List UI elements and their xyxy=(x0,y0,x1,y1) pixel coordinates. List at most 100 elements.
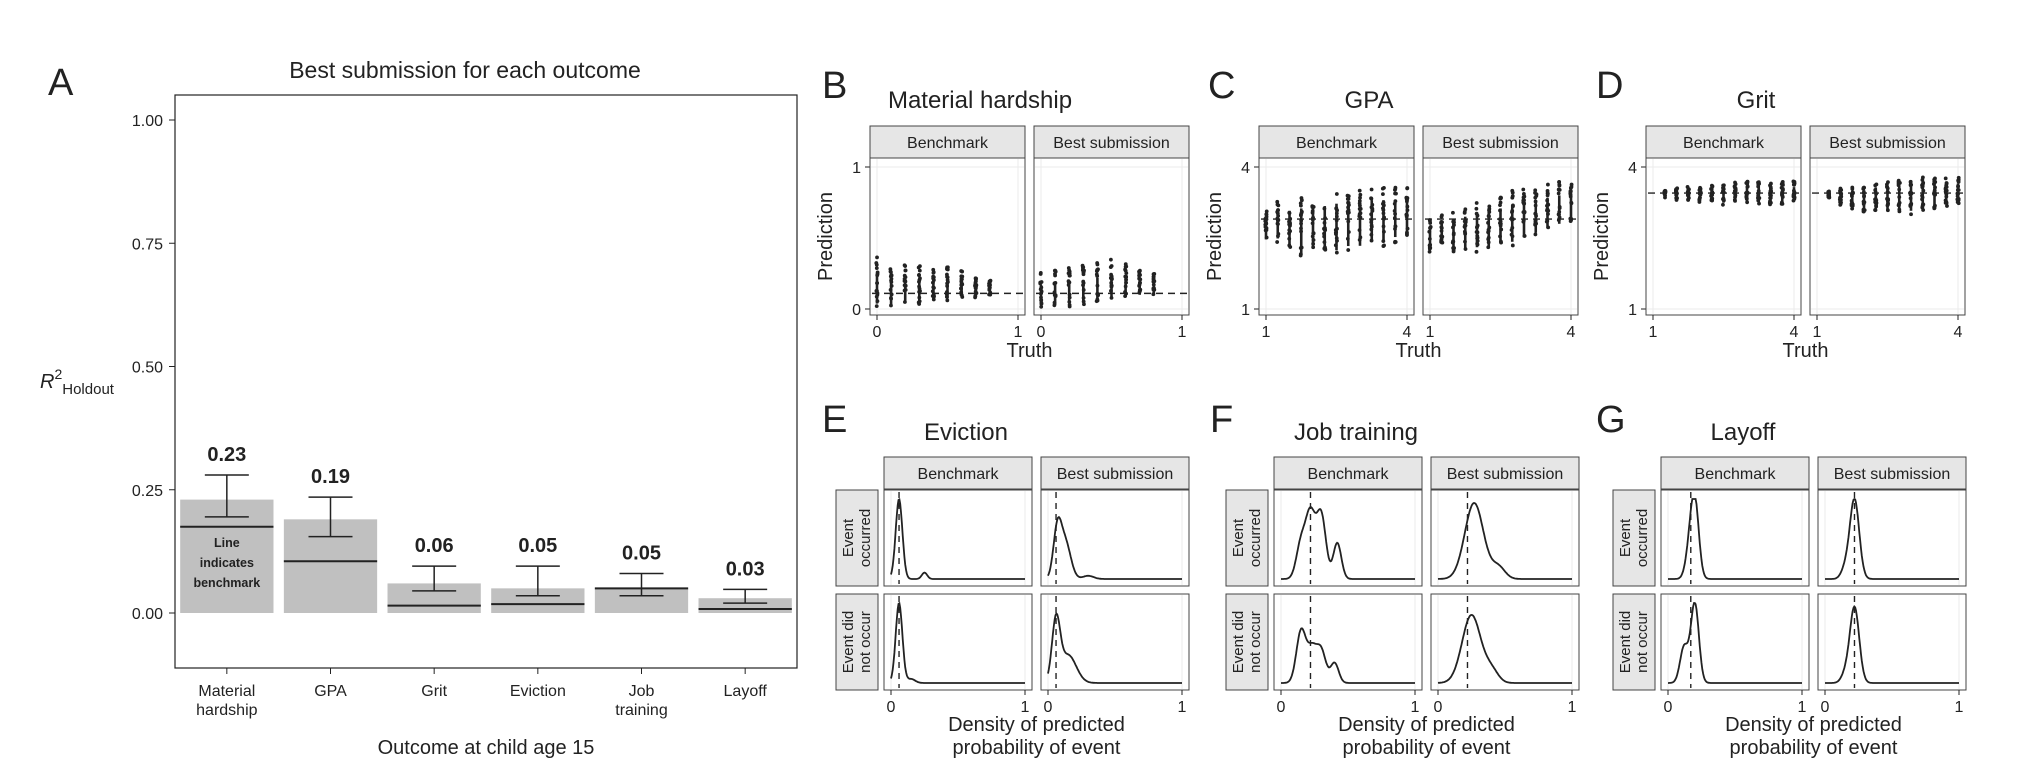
scatter-point xyxy=(1510,190,1515,195)
scatter-point xyxy=(1956,177,1961,182)
row-label: Event xyxy=(1230,518,1247,557)
density-curve xyxy=(1825,605,1959,684)
density-curve xyxy=(1047,515,1182,580)
density-curve xyxy=(1047,612,1182,684)
scatter-point xyxy=(1474,249,1479,254)
facet-strip xyxy=(1273,456,1423,490)
scatter-point xyxy=(1698,185,1702,190)
scatter-point xyxy=(1569,182,1574,187)
density-curve xyxy=(1437,613,1572,684)
scatter-point xyxy=(1850,185,1855,190)
scatter-point xyxy=(1299,198,1304,203)
x-tick-label: 1 xyxy=(1014,324,1023,341)
scatter-point xyxy=(1945,204,1949,208)
scatter-point xyxy=(959,277,964,281)
scatter-point xyxy=(1521,187,1526,192)
row-label: Event xyxy=(1617,518,1634,557)
bar xyxy=(180,499,274,613)
scatter-point xyxy=(1358,195,1362,200)
ylabel-sup: 2 xyxy=(54,366,62,382)
facet-strip xyxy=(1645,125,1802,159)
row-strip xyxy=(835,489,879,587)
ylabel-main: R xyxy=(40,371,54,393)
scatter-point xyxy=(1921,180,1926,185)
row-strip xyxy=(1612,489,1656,587)
x-tick-label: 0 xyxy=(1664,699,1673,716)
facet-label: Benchmark xyxy=(1683,135,1765,152)
scatter-point xyxy=(1038,280,1043,285)
scatter-point xyxy=(1474,201,1479,205)
scatter-point xyxy=(1275,240,1280,244)
scatter-point xyxy=(1137,271,1142,276)
x-axis-label: Truth xyxy=(1007,340,1053,362)
facet-panel xyxy=(883,593,1033,691)
y-tick-label: 0.50 xyxy=(132,360,163,377)
scatter-point xyxy=(1381,192,1385,197)
scatter-point xyxy=(1556,191,1561,196)
density-curve xyxy=(1281,506,1415,580)
scatter-point xyxy=(1451,248,1456,252)
scatter-point xyxy=(1053,269,1058,274)
scatter-point xyxy=(1096,267,1100,272)
scatter-point xyxy=(1557,183,1562,188)
facet-panel xyxy=(1040,489,1190,587)
panel-a-title: Best submission for each outcome xyxy=(289,57,641,83)
scatter-point xyxy=(1276,203,1281,208)
x-axis-label: probability of event xyxy=(1343,737,1511,759)
scatter-point xyxy=(1733,182,1738,186)
scatter-point xyxy=(1674,187,1679,192)
row-strip xyxy=(1225,593,1269,691)
x-tick-label: 0 xyxy=(873,324,882,341)
row-label: occurred xyxy=(1247,509,1264,567)
scatter-point xyxy=(1108,257,1113,262)
row-label: Event did xyxy=(1230,611,1247,674)
scatter-point xyxy=(1510,194,1515,198)
scatter-point xyxy=(1298,201,1303,206)
x-tick-label: 0 xyxy=(1277,699,1286,716)
scatter-point xyxy=(1393,240,1397,245)
panel-letter-C: C xyxy=(1208,65,1235,107)
row-label: Event did xyxy=(840,611,857,674)
scatter-point xyxy=(987,292,992,297)
density-curve xyxy=(1825,497,1959,580)
scatter-point xyxy=(1393,187,1398,191)
facet-label: Best submission xyxy=(1057,466,1174,483)
scatter-point xyxy=(1791,182,1796,187)
scatter-point xyxy=(889,276,894,281)
scatter-point xyxy=(1886,180,1890,185)
data-label: 0.03 xyxy=(726,558,765,580)
scatter-point xyxy=(1428,219,1432,223)
scatter-point xyxy=(903,268,908,273)
x-axis-label: Truth xyxy=(1783,340,1829,362)
facet-strip xyxy=(1258,125,1415,159)
facet-strip xyxy=(1817,456,1967,490)
scatter-point xyxy=(1440,220,1444,225)
x-tick-label: 1 xyxy=(1813,324,1822,341)
scatter-point xyxy=(1345,193,1350,198)
panel-title: Material hardship xyxy=(888,87,1072,114)
facet-label: Best submission xyxy=(1442,135,1559,152)
data-label: 0.05 xyxy=(518,535,557,557)
x-tick-label: 1 xyxy=(1955,699,1964,716)
data-label: 0.19 xyxy=(311,466,350,488)
scatter-point xyxy=(1151,276,1156,281)
scatter-point xyxy=(1685,185,1690,189)
scatter-point xyxy=(1745,179,1750,184)
data-label: 0.06 xyxy=(415,535,454,557)
facet-strip xyxy=(869,125,1026,159)
x-tick-label: 0 xyxy=(1821,699,1830,716)
x-tick-label: 0 xyxy=(887,699,896,716)
panel-title: Grit xyxy=(1737,87,1776,114)
x-tick-label: 4 xyxy=(1403,324,1412,341)
x-tick-label: 4 xyxy=(1954,324,1963,341)
scatter-point xyxy=(1791,179,1796,184)
scatter-point xyxy=(1427,249,1432,254)
scatter-point xyxy=(1369,187,1374,192)
x-tick-label: 1 xyxy=(1411,699,1420,716)
scatter-point xyxy=(1545,191,1550,196)
row-label: not occur xyxy=(1247,611,1264,673)
x-tick-label: 1 xyxy=(1021,699,1030,716)
scatter-point xyxy=(945,272,949,277)
panel-letter-D: D xyxy=(1596,65,1623,107)
scatter-point xyxy=(1357,188,1362,193)
